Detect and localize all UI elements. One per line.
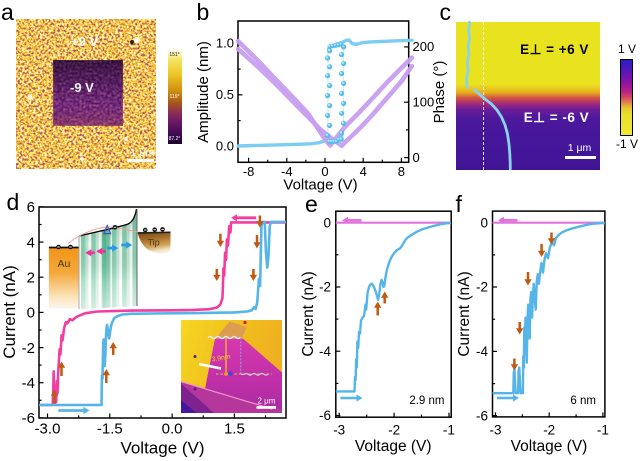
svg-text:-9 V: -9 V bbox=[70, 80, 94, 95]
svg-text:-2: -2 bbox=[388, 422, 400, 437]
svg-text:Au: Au bbox=[58, 258, 71, 270]
svg-text:4: 4 bbox=[360, 164, 367, 179]
svg-text:-6: -6 bbox=[22, 410, 35, 427]
svg-text:-2: -2 bbox=[22, 340, 35, 357]
svg-text:-1: -1 bbox=[597, 422, 609, 437]
svg-text:-3: -3 bbox=[333, 422, 345, 437]
svg-text:2: 2 bbox=[27, 270, 35, 287]
svg-text:Voltage (V): Voltage (V) bbox=[511, 438, 588, 455]
svg-text:0.0: 0.0 bbox=[216, 139, 234, 154]
svg-text:Voltage (V): Voltage (V) bbox=[355, 438, 432, 455]
svg-text:0: 0 bbox=[480, 216, 488, 231]
svg-text:0.5: 0.5 bbox=[216, 87, 234, 102]
svg-text:2 μm: 2 μm bbox=[258, 397, 276, 406]
svg-text:-1.5: -1.5 bbox=[97, 420, 123, 437]
svg-text:1.5: 1.5 bbox=[224, 420, 245, 437]
svg-text:2.9 nm: 2.9 nm bbox=[409, 395, 444, 407]
svg-text:-6: -6 bbox=[319, 408, 331, 423]
svg-text:-4: -4 bbox=[319, 344, 331, 359]
svg-text:1.0: 1.0 bbox=[216, 36, 234, 51]
svg-text:Voltage (V): Voltage (V) bbox=[283, 177, 357, 194]
svg-text:Voltage (V): Voltage (V) bbox=[120, 439, 204, 458]
svg-text:-6: -6 bbox=[476, 408, 488, 423]
svg-text:0: 0 bbox=[323, 216, 331, 231]
svg-text:-4: -4 bbox=[22, 375, 35, 392]
svg-text:8: 8 bbox=[398, 164, 405, 179]
svg-text:0: 0 bbox=[321, 164, 328, 179]
svg-text:-8: -8 bbox=[243, 164, 255, 179]
svg-text:-1: -1 bbox=[443, 422, 455, 437]
svg-text:-3: -3 bbox=[489, 422, 501, 437]
svg-text:200: 200 bbox=[413, 39, 435, 54]
svg-text:Current (nA): Current (nA) bbox=[300, 271, 317, 356]
svg-text:-2: -2 bbox=[476, 280, 488, 295]
svg-text:-2: -2 bbox=[319, 280, 331, 295]
svg-text:Tip: Tip bbox=[148, 238, 160, 248]
svg-text:0: 0 bbox=[27, 305, 35, 322]
svg-text:Current (nA): Current (nA) bbox=[456, 271, 473, 356]
svg-text:0.0: 0.0 bbox=[162, 420, 183, 437]
svg-text:+9 V: +9 V bbox=[71, 34, 98, 49]
svg-text:-4: -4 bbox=[476, 344, 488, 359]
svg-text:6: 6 bbox=[27, 199, 35, 216]
svg-text:0: 0 bbox=[413, 150, 420, 165]
svg-text:4: 4 bbox=[27, 234, 35, 251]
svg-text:Amplitude (nm): Amplitude (nm) bbox=[195, 41, 212, 143]
svg-text:6 nm: 6 nm bbox=[570, 395, 596, 407]
svg-text:100: 100 bbox=[413, 95, 435, 110]
svg-text:-3.0: -3.0 bbox=[35, 420, 61, 437]
svg-text:3.9nm: 3.9nm bbox=[211, 354, 231, 364]
svg-text:Current (nA): Current (nA) bbox=[0, 265, 19, 359]
svg-text:-4: -4 bbox=[281, 164, 293, 179]
svg-text:1 μm: 1 μm bbox=[130, 147, 155, 159]
svg-text:-2: -2 bbox=[543, 422, 555, 437]
svg-text:Phase (°): Phase (°) bbox=[431, 61, 448, 124]
